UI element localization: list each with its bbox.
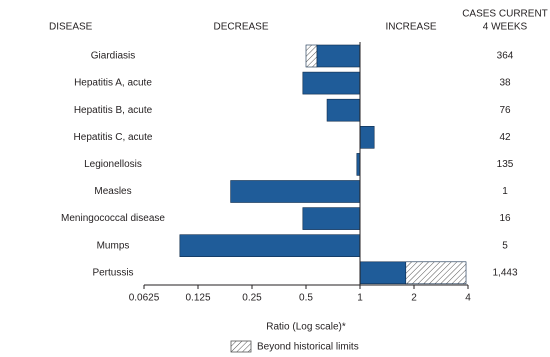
bar-beyond-limits <box>405 261 467 285</box>
category-label: Hepatitis A, acute <box>74 78 152 89</box>
cases-value: 135 <box>497 159 514 170</box>
cases-value: 42 <box>499 132 511 143</box>
header-cases: 4 WEEKS <box>483 22 528 33</box>
category-label: Pertussis <box>92 267 133 278</box>
x-axis-label: Ratio (Log scale)* <box>266 322 346 333</box>
category-label: Giardiasis <box>91 51 135 62</box>
x-tick-label: 2 <box>411 293 417 304</box>
x-tick-label: 4 <box>465 293 471 304</box>
legend-swatch <box>230 340 252 353</box>
cases-value: 364 <box>497 51 514 62</box>
legend-label: Beyond historical limits <box>257 342 359 353</box>
header-cases: CASES CURRENT <box>462 9 548 20</box>
bar <box>302 207 361 230</box>
category-label: Legionellosis <box>84 159 142 170</box>
header-disease: DISEASE <box>49 22 93 33</box>
category-label: Mumps <box>97 240 130 251</box>
cases-value: 16 <box>499 213 511 224</box>
x-tick-label: 1 <box>357 293 363 304</box>
header-decrease: DECREASE <box>213 22 268 33</box>
x-tick-label: 0.5 <box>299 293 313 304</box>
bar <box>179 234 361 257</box>
category-label: Measles <box>94 186 131 197</box>
x-tick-label: 0.125 <box>185 293 210 304</box>
category-label: Meningococcal disease <box>61 213 165 224</box>
bar-beyond-limits <box>305 44 318 68</box>
bar <box>326 98 361 122</box>
x-tick-label: 0.25 <box>242 293 262 304</box>
x-tick-label: 0.0625 <box>129 293 160 304</box>
cases-value: 76 <box>499 105 511 116</box>
bar <box>359 126 375 149</box>
cases-value: 5 <box>502 240 508 251</box>
cases-value: 1,443 <box>492 267 517 278</box>
bar <box>359 261 407 285</box>
bar <box>230 180 361 203</box>
header-increase: INCREASE <box>385 22 436 33</box>
bar <box>316 44 361 68</box>
category-label: Hepatitis C, acute <box>74 132 153 143</box>
cases-value: 1 <box>502 186 508 197</box>
category-label: Hepatitis B, acute <box>74 105 153 116</box>
cases-value: 38 <box>499 78 511 89</box>
bar <box>302 71 361 95</box>
